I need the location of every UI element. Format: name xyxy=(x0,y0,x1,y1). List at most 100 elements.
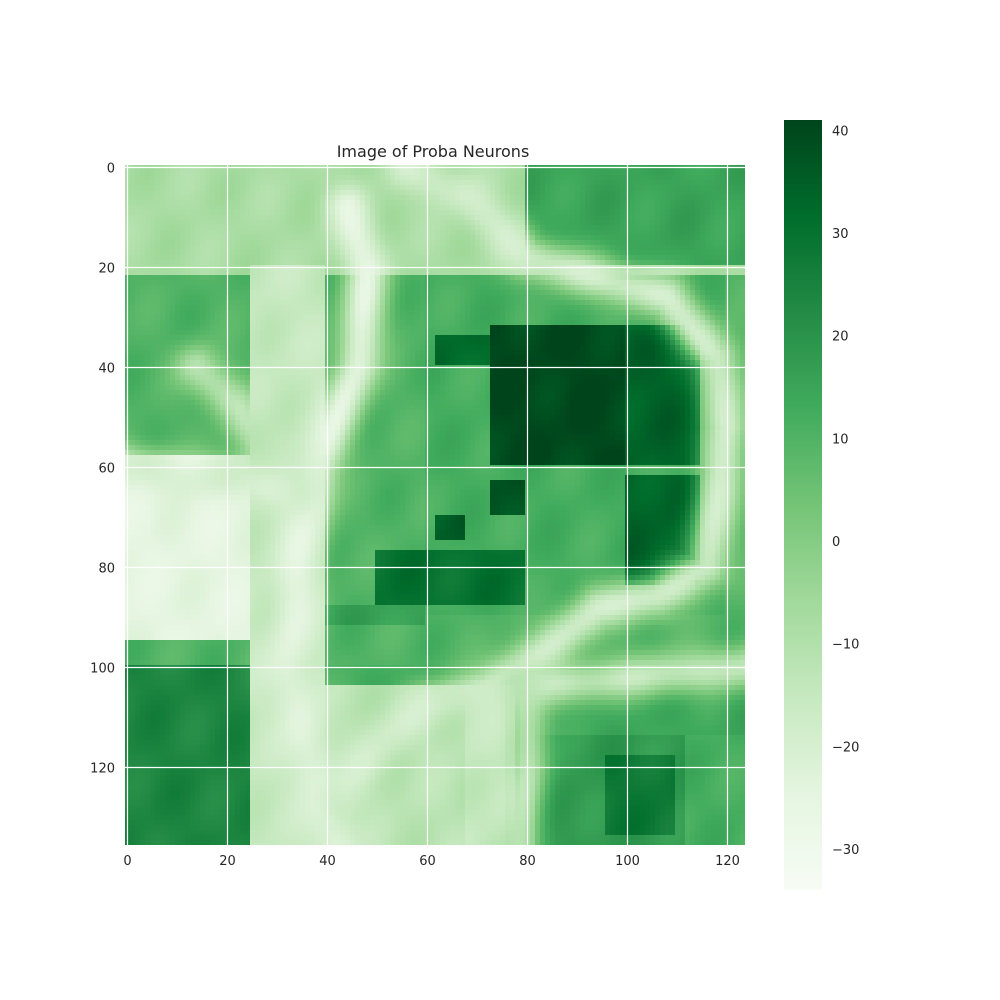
heatmap-cell xyxy=(715,210,721,216)
heatmap-cell xyxy=(490,190,496,196)
heatmap-cell xyxy=(375,235,381,241)
heatmap-cell xyxy=(485,305,491,311)
heatmap-cell xyxy=(235,200,241,206)
heatmap-cell xyxy=(405,275,411,281)
heatmap-cell xyxy=(280,175,286,181)
heatmap-cell xyxy=(620,255,626,261)
heatmap-cell xyxy=(510,200,516,206)
heatmap-cell xyxy=(155,255,161,261)
heatmap-cell xyxy=(720,205,726,211)
heatmap-cell xyxy=(465,200,471,206)
heatmap-cell xyxy=(345,245,351,251)
heatmap-cell xyxy=(715,325,721,331)
heatmap-cell xyxy=(255,185,261,191)
heatmap-cell xyxy=(360,205,366,211)
heatmap-cell xyxy=(320,170,326,176)
heatmap-cell xyxy=(455,185,461,191)
heatmap-cell xyxy=(290,300,296,306)
heatmap-cell xyxy=(285,285,291,291)
heatmap-cell xyxy=(355,170,361,176)
heatmap-cell xyxy=(130,175,136,181)
heatmap-cell xyxy=(660,230,666,236)
heatmap-cell xyxy=(610,255,616,261)
heatmap-cell xyxy=(210,240,216,246)
heatmap-cell xyxy=(540,295,546,301)
heatmap-cell xyxy=(265,195,271,201)
heatmap-cell xyxy=(490,350,496,356)
heatmap-cell xyxy=(130,295,136,301)
heatmap-cell xyxy=(310,330,316,336)
heatmap-cell xyxy=(735,325,741,331)
heatmap-cell xyxy=(205,350,211,356)
heatmap-cell xyxy=(150,330,156,336)
heatmap-cell xyxy=(365,190,371,196)
heatmap-cell xyxy=(280,310,286,316)
heatmap-cell xyxy=(420,240,426,246)
heatmap-cell xyxy=(655,280,661,286)
heatmap-cell xyxy=(370,330,376,336)
heatmap-cell xyxy=(450,335,456,341)
heatmap-cell xyxy=(430,345,436,351)
heatmap-cell xyxy=(670,320,676,326)
heatmap-cell xyxy=(235,315,241,321)
heatmap-cell xyxy=(220,285,226,291)
heatmap-cell xyxy=(740,350,745,356)
heatmap-cell xyxy=(660,250,666,256)
heatmap-cell xyxy=(190,350,196,356)
heatmap-cell xyxy=(300,355,306,361)
heatmap-cell xyxy=(170,330,176,336)
heatmap-cell xyxy=(500,320,506,326)
heatmap-cell xyxy=(290,315,296,321)
heatmap-cell xyxy=(715,220,721,226)
heatmap-cell xyxy=(620,280,626,286)
heatmap-cell xyxy=(265,285,271,291)
heatmap-cell xyxy=(470,230,476,236)
heatmap-cell xyxy=(560,355,566,361)
heatmap-cell xyxy=(385,225,391,231)
heatmap-cell xyxy=(660,275,666,281)
heatmap-cell xyxy=(370,230,376,236)
heatmap-cell xyxy=(165,175,171,181)
heatmap-cell xyxy=(290,345,296,351)
heatmap-cell xyxy=(590,180,596,186)
heatmap-cell xyxy=(150,170,156,176)
heatmap-cell xyxy=(710,175,716,181)
heatmap-cell xyxy=(715,185,721,191)
heatmap-cell xyxy=(150,355,156,361)
heatmap-cell xyxy=(175,250,181,256)
heatmap-cell xyxy=(440,225,446,231)
heatmap-cell xyxy=(245,230,251,236)
heatmap-cell xyxy=(355,310,361,316)
heatmap-cell xyxy=(145,310,151,316)
heatmap-cell xyxy=(570,245,576,251)
heatmap-cell xyxy=(650,290,656,296)
heatmap-cell xyxy=(240,320,246,326)
heatmap-cell xyxy=(315,290,321,296)
heatmap-cell xyxy=(220,310,226,316)
heatmap-cell xyxy=(715,230,721,236)
heatmap-cell xyxy=(130,190,136,196)
heatmap-cell xyxy=(605,260,611,266)
heatmap-cell xyxy=(630,205,636,211)
heatmap-cell xyxy=(510,175,516,181)
heatmap-cell xyxy=(520,220,526,226)
heatmap-cell xyxy=(630,200,636,206)
heatmap-cell xyxy=(470,200,476,206)
heatmap-cell xyxy=(310,185,316,191)
heatmap-cell xyxy=(510,190,516,196)
heatmap-cell xyxy=(710,245,716,251)
heatmap-cell xyxy=(255,175,261,181)
heatmap-cell xyxy=(320,180,326,186)
heatmap-cell xyxy=(545,195,551,201)
heatmap-cell xyxy=(570,325,576,331)
heatmap-cell xyxy=(560,255,566,261)
heatmap-cell xyxy=(235,180,241,186)
heatmap-cell xyxy=(530,230,536,236)
heatmap-cell xyxy=(535,200,541,206)
heatmap-cell xyxy=(650,170,656,176)
heatmap-cell xyxy=(175,225,181,231)
heatmap-cell xyxy=(450,260,456,266)
heatmap-cell xyxy=(385,230,391,236)
heatmap-cell xyxy=(695,285,701,291)
heatmap-cell xyxy=(290,295,296,301)
